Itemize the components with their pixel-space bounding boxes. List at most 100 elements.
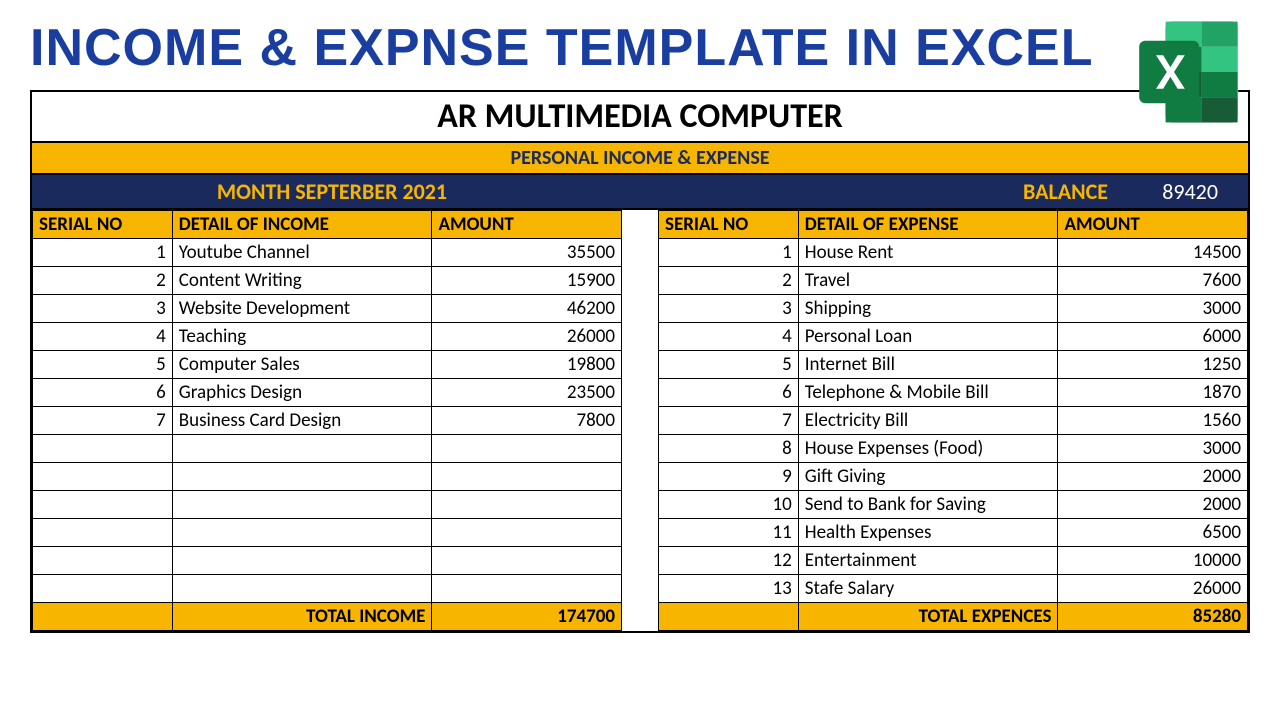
income-cell-detail[interactable] — [172, 463, 432, 491]
table-row: 7Electricity Bill1560 — [658, 407, 1247, 435]
expense-cell-serial[interactable]: 13 — [658, 575, 798, 603]
income-cell-amount[interactable] — [432, 463, 622, 491]
income-cell-amount[interactable] — [432, 435, 622, 463]
expense-cell-detail[interactable]: House Rent — [798, 239, 1058, 267]
income-cell-amount[interactable] — [432, 547, 622, 575]
table-row: 2Content Writing15900 — [33, 267, 622, 295]
expense-cell-amount[interactable]: 2000 — [1058, 491, 1248, 519]
expense-cell-amount[interactable]: 3000 — [1058, 435, 1248, 463]
income-cell-amount[interactable]: 23500 — [432, 379, 622, 407]
page-title: INCOME & EXPNSE TEMPLATE IN EXCEL — [0, 0, 1280, 84]
expense-cell-amount[interactable]: 6000 — [1058, 323, 1248, 351]
table-row: 3Shipping3000 — [658, 295, 1247, 323]
income-total-value: 174700 — [432, 603, 622, 631]
expense-cell-serial[interactable]: 3 — [658, 295, 798, 323]
income-cell-serial[interactable] — [33, 575, 173, 603]
expense-cell-detail[interactable]: Telephone & Mobile Bill — [798, 379, 1058, 407]
income-cell-detail[interactable]: Business Card Design — [172, 407, 432, 435]
expense-cell-detail[interactable]: Stafe Salary — [798, 575, 1058, 603]
income-header-row: SERIAL NO DETAIL OF INCOME AMOUNT — [33, 211, 622, 239]
expense-cell-serial[interactable]: 9 — [658, 463, 798, 491]
expense-cell-detail[interactable]: Health Expenses — [798, 519, 1058, 547]
income-col-detail: DETAIL OF INCOME — [172, 211, 432, 239]
expense-cell-serial[interactable]: 2 — [658, 267, 798, 295]
income-cell-serial[interactable] — [33, 519, 173, 547]
expense-total-row: TOTAL EXPENCES 85280 — [658, 603, 1247, 631]
expense-total-value: 85280 — [1058, 603, 1248, 631]
income-cell-serial[interactable]: 1 — [33, 239, 173, 267]
income-cell-amount[interactable]: 46200 — [432, 295, 622, 323]
expense-cell-amount[interactable]: 10000 — [1058, 547, 1248, 575]
income-cell-detail[interactable]: Content Writing — [172, 267, 432, 295]
expense-cell-amount[interactable]: 2000 — [1058, 463, 1248, 491]
expense-cell-amount[interactable]: 1870 — [1058, 379, 1248, 407]
expense-cell-serial[interactable]: 12 — [658, 547, 798, 575]
income-cell-amount[interactable]: 15900 — [432, 267, 622, 295]
income-cell-amount[interactable]: 19800 — [432, 351, 622, 379]
expense-cell-amount[interactable]: 7600 — [1058, 267, 1248, 295]
expense-cell-detail[interactable]: Electricity Bill — [798, 407, 1058, 435]
income-cell-serial[interactable]: 4 — [33, 323, 173, 351]
expense-cell-serial[interactable]: 5 — [658, 351, 798, 379]
table-row: 12Entertainment10000 — [658, 547, 1247, 575]
expense-cell-detail[interactable]: Internet Bill — [798, 351, 1058, 379]
income-cell-detail[interactable] — [172, 547, 432, 575]
income-cell-serial[interactable] — [33, 463, 173, 491]
income-cell-detail[interactable]: Graphics Design — [172, 379, 432, 407]
expense-cell-amount[interactable]: 1560 — [1058, 407, 1248, 435]
table-row: 8House Expenses (Food)3000 — [658, 435, 1247, 463]
expense-cell-serial[interactable]: 8 — [658, 435, 798, 463]
expense-cell-detail[interactable]: Send to Bank for Saving — [798, 491, 1058, 519]
income-cell-detail[interactable] — [172, 519, 432, 547]
spreadsheet: AR MULTIMEDIA COMPUTER PERSONAL INCOME &… — [30, 90, 1250, 633]
income-cell-detail[interactable]: Youtube Channel — [172, 239, 432, 267]
income-cell-serial[interactable]: 6 — [33, 379, 173, 407]
income-cell-detail[interactable]: Computer Sales — [172, 351, 432, 379]
income-cell-serial[interactable]: 2 — [33, 267, 173, 295]
income-cell-detail[interactable]: Teaching — [172, 323, 432, 351]
expense-cell-detail[interactable]: Gift Giving — [798, 463, 1058, 491]
income-total-label: TOTAL INCOME — [172, 603, 432, 631]
expense-cell-amount[interactable]: 6500 — [1058, 519, 1248, 547]
balance-value: 89420 — [1128, 175, 1248, 208]
expense-cell-serial[interactable]: 10 — [658, 491, 798, 519]
expense-cell-serial[interactable]: 11 — [658, 519, 798, 547]
income-cell-serial[interactable] — [33, 491, 173, 519]
expense-cell-serial[interactable]: 4 — [658, 323, 798, 351]
expense-cell-amount[interactable]: 26000 — [1058, 575, 1248, 603]
expense-cell-amount[interactable]: 14500 — [1058, 239, 1248, 267]
expense-cell-detail[interactable]: Entertainment — [798, 547, 1058, 575]
expense-cell-detail[interactable]: Shipping — [798, 295, 1058, 323]
income-cell-amount[interactable]: 35500 — [432, 239, 622, 267]
expense-cell-serial[interactable]: 7 — [658, 407, 798, 435]
month-label: MONTH SEPTERBER 2021 — [32, 175, 632, 208]
income-cell-detail[interactable] — [172, 491, 432, 519]
income-cell-amount[interactable] — [432, 519, 622, 547]
income-cell-serial[interactable] — [33, 435, 173, 463]
expense-cell-amount[interactable]: 3000 — [1058, 295, 1248, 323]
expense-cell-amount[interactable]: 1250 — [1058, 351, 1248, 379]
income-cell-amount[interactable] — [432, 491, 622, 519]
expense-cell-detail[interactable]: Personal Loan — [798, 323, 1058, 351]
income-cell-amount[interactable]: 26000 — [432, 323, 622, 351]
income-cell-detail[interactable]: Website Development — [172, 295, 432, 323]
table-row: 6Graphics Design23500 — [33, 379, 622, 407]
income-cell-amount[interactable]: 7800 — [432, 407, 622, 435]
expense-header-row: SERIAL NO DETAIL OF EXPENSE AMOUNT — [658, 211, 1247, 239]
income-col-serial: SERIAL NO — [33, 211, 173, 239]
expense-cell-detail[interactable]: House Expenses (Food) — [798, 435, 1058, 463]
income-cell-serial[interactable]: 5 — [33, 351, 173, 379]
income-cell-serial[interactable]: 7 — [33, 407, 173, 435]
income-cell-detail[interactable] — [172, 575, 432, 603]
income-cell-serial[interactable] — [33, 547, 173, 575]
table-row: 6Telephone & Mobile Bill1870 — [658, 379, 1247, 407]
income-cell-amount[interactable] — [432, 575, 622, 603]
expense-cell-serial[interactable]: 6 — [658, 379, 798, 407]
income-cell-serial[interactable]: 3 — [33, 295, 173, 323]
expense-cell-detail[interactable]: Travel — [798, 267, 1058, 295]
income-cell-detail[interactable] — [172, 435, 432, 463]
table-row: 3Website Development46200 — [33, 295, 622, 323]
expense-cell-serial[interactable]: 1 — [658, 239, 798, 267]
table-row: 7Business Card Design7800 — [33, 407, 622, 435]
expense-table: SERIAL NO DETAIL OF EXPENSE AMOUNT 1Hous… — [658, 210, 1248, 631]
